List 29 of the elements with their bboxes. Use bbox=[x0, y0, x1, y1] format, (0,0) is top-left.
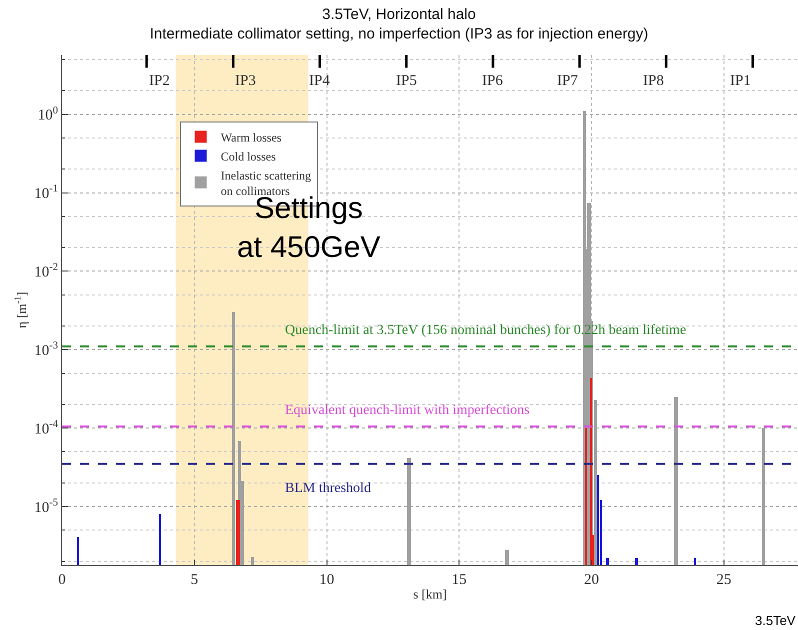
y-tick-label: 10$^{-2}$ bbox=[34, 262, 58, 280]
chart-title: 3.5TeV, Horizontal halo bbox=[322, 6, 476, 23]
x-tick-label: 5 bbox=[190, 572, 198, 588]
x-tick-label: 20 bbox=[584, 572, 599, 588]
y-tick-label: 10$^{0}$ bbox=[38, 105, 58, 124]
chart-subtitle: Intermediate collimator setting, no imperfection (IP3 as for injection energy) bbox=[150, 25, 648, 42]
ref-line-label: BLM threshold bbox=[285, 481, 371, 496]
annotation: IP8 bbox=[643, 73, 664, 89]
x-tick-label: 10 bbox=[319, 572, 334, 588]
x-tick-label: 0 bbox=[58, 572, 66, 588]
y-tick-label: 10$^{-3}$ bbox=[34, 340, 58, 359]
text: 3.5TeV bbox=[755, 613, 796, 628]
y-tick-label: 10$^{-4}$ bbox=[34, 419, 59, 438]
x-tick-label: 15 bbox=[452, 572, 467, 588]
annotation: IP6 bbox=[482, 73, 504, 89]
annotation: IP7 bbox=[557, 73, 578, 89]
ref-line-label: Quench-limit at 3.5TeV (156 nominal bunches) for 0.22h beam lifetime bbox=[285, 323, 686, 338]
y-tick-label: 10$^{-5}$ bbox=[34, 498, 58, 516]
x-tick-label: 25 bbox=[716, 572, 732, 588]
annotation: IP3 bbox=[235, 73, 256, 89]
x-axis-title: s [km] bbox=[413, 586, 447, 602]
annotation: IP4 bbox=[309, 73, 330, 89]
annotation: IP5 bbox=[396, 73, 417, 89]
y-tick-label: 10$^{-1}$ bbox=[34, 184, 58, 202]
annotation: IP2 bbox=[149, 73, 170, 89]
annotation: IP1 bbox=[730, 73, 751, 89]
legend-label: Warm losses bbox=[220, 130, 282, 144]
ref-line-label: Equivalent quench-limit with imperfections bbox=[285, 403, 530, 418]
legend-label: Cold losses bbox=[220, 149, 276, 164]
